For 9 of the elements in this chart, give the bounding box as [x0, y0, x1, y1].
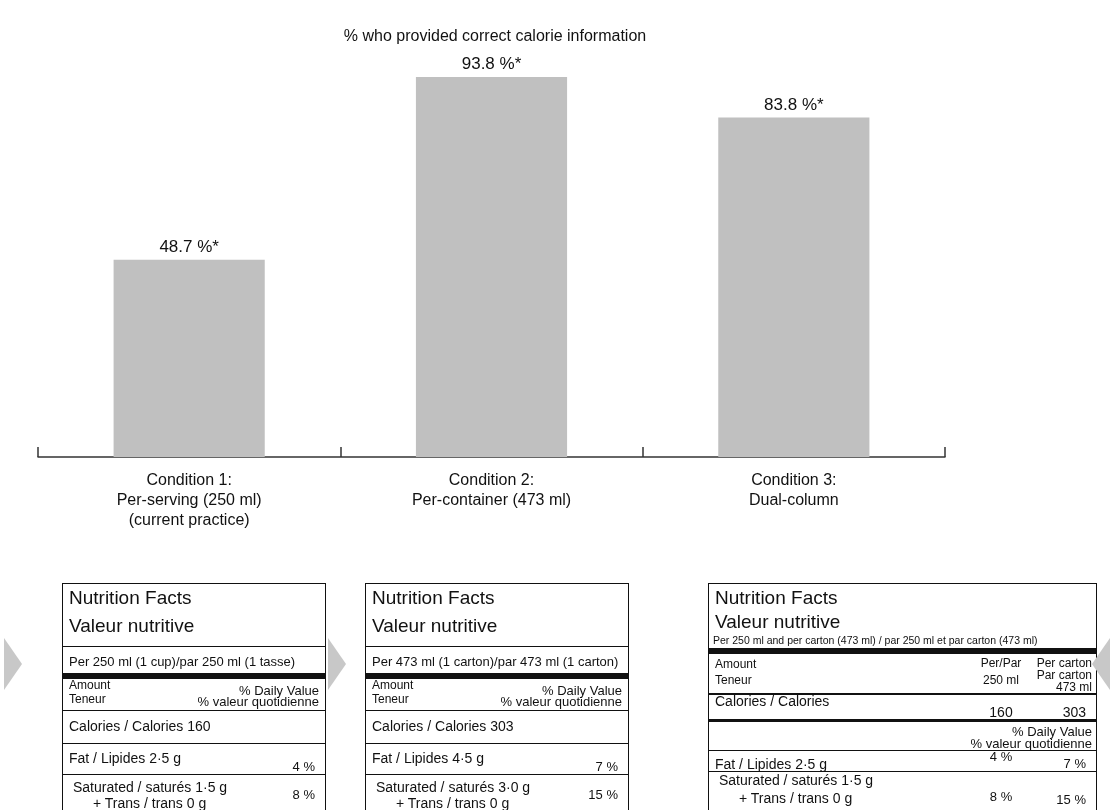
- chart-title: % who provided correct calorie information: [343, 26, 647, 44]
- x-tick-label: Condition 2: Per-container (473 ml): [411, 470, 572, 508]
- nutrition-facts-label: Nutrition Facts Valeur nutritive Per 473 ml (1 carton)/par 473 ml (1 carton) Amount Teneur % Daily Value % valeur quotidienne Calories / Calories 303 Fat / Lipides 4·5 g 7 % Saturated / saturés 3·0 g + Trans / trans 0 g 15 %: [365, 583, 629, 810]
- data-label: 48.7 %*: [159, 236, 220, 256]
- data-label: 93.8 %*: [461, 54, 522, 74]
- data-label: 83.8 %*: [764, 94, 824, 114]
- x-tick-label: Condition 3: Dual-column: [748, 470, 839, 508]
- nutrition-facts-label: Nutrition Facts Valeur nutritive Per 250 ml (1 cup)/par 250 ml (1 tasse) Amount Teneur % Daily Value % valeur quotidienne Calories / Calories 160 Fat / Lipides 2·5 g 4 % Saturated / saturés 1·5 g + Trans / trans 0 g 8 %: [62, 583, 326, 810]
- x-tick-label: Condition 1: Per-serving (250 ml) (current practice): [116, 470, 262, 528]
